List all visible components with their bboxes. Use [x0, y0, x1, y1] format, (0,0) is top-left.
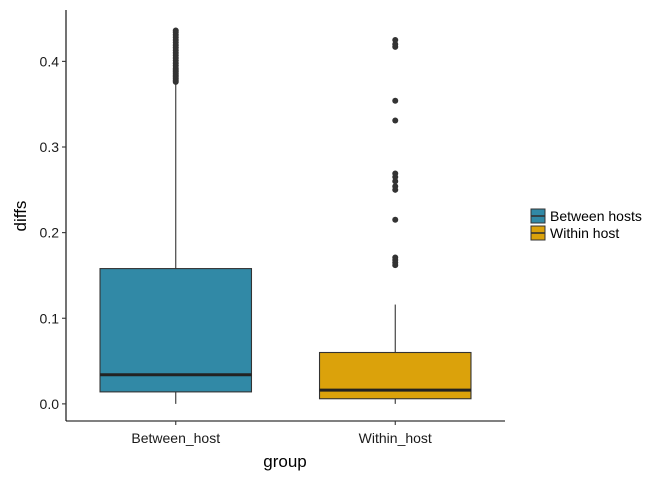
- outlier-point: [172, 27, 179, 34]
- iqr-box: [99, 268, 253, 393]
- outlier-point: [392, 97, 399, 104]
- outlier-point: [392, 178, 399, 185]
- outlier-point: [392, 254, 399, 261]
- box-group-within-host: [318, 36, 472, 404]
- legend-label: Between hosts: [550, 208, 642, 224]
- outlier-point: [392, 41, 399, 48]
- legend-item: Between hosts: [530, 208, 642, 224]
- legend-label: Within host: [550, 225, 619, 241]
- outlier-point: [392, 117, 399, 124]
- y-axis-ticks: 0.0 0.1 0.2 0.3 0.4: [40, 53, 66, 412]
- y-tick-label: 0.2: [40, 225, 60, 241]
- x-axis-ticks: Between_host Within_host: [131, 421, 432, 446]
- outlier-point: [392, 183, 399, 190]
- x-axis-title: group: [263, 452, 306, 471]
- iqr-box: [318, 351, 472, 400]
- x-tick-label: Within_host: [359, 430, 432, 446]
- y-axis-title: diffs: [11, 201, 30, 232]
- y-tick-label: 0.4: [40, 53, 60, 69]
- x-tick-label: Between_host: [131, 430, 220, 446]
- outlier-point: [392, 36, 399, 43]
- legend-item: Within host: [530, 225, 619, 241]
- outlier-point: [392, 170, 399, 177]
- box-group-between-host: [99, 27, 253, 404]
- y-tick-label: 0.0: [40, 396, 60, 412]
- outlier-point: [392, 216, 399, 223]
- plot-area: [99, 27, 472, 404]
- y-tick-label: 0.3: [40, 139, 60, 155]
- y-tick-label: 0.1: [40, 310, 60, 326]
